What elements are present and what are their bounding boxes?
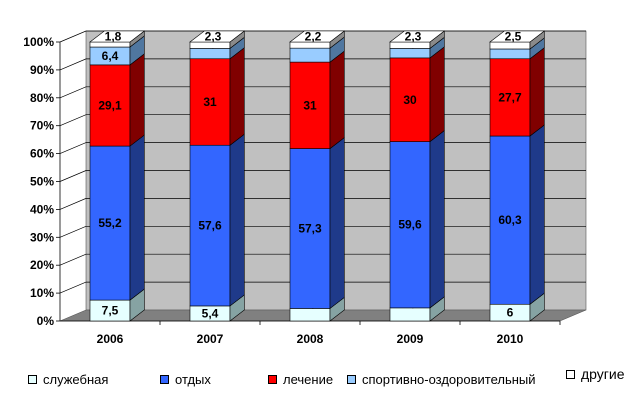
x-tick-label: 2006 — [97, 332, 124, 346]
data-label: 1,8 — [105, 30, 122, 44]
bar-top — [189, 30, 246, 43]
data-label: 7,5 — [102, 304, 119, 318]
data-label: 29,1 — [98, 98, 122, 112]
y-tick-label: 60% — [30, 147, 54, 161]
legend-label: служебная — [43, 372, 109, 387]
bar-segment — [289, 61, 331, 149]
bar-segment-side — [129, 134, 145, 301]
bar-segment — [89, 64, 131, 147]
y-tick-label: 10% — [30, 286, 54, 300]
bar-segment — [189, 144, 231, 307]
data-label: 31 — [203, 95, 217, 109]
y-tick-label: 90% — [30, 63, 54, 77]
bar-segment — [389, 307, 431, 322]
legend-label: другие — [581, 366, 625, 382]
bar-segment — [489, 135, 531, 305]
legend-item: служебная — [28, 372, 108, 387]
data-label: 31 — [303, 98, 317, 112]
legend-swatch — [160, 375, 169, 384]
bar-top — [489, 30, 546, 43]
y-tick-label: 50% — [30, 175, 54, 189]
y-tick-label: 0% — [37, 314, 55, 328]
data-label: 2,5 — [505, 30, 522, 44]
bar-segment-side — [529, 124, 545, 305]
bar-segment-side — [229, 133, 245, 307]
legend-label: спортивно-оздоровительный — [362, 372, 536, 387]
chart-legend: служебная отдых лечение спортивно-оздоровит… — [0, 366, 643, 392]
x-tick-label: 2010 — [497, 332, 524, 346]
y-tick-label: 80% — [30, 91, 54, 105]
bar-segment-side — [529, 47, 545, 137]
x-tick-label: 2009 — [397, 332, 424, 346]
bar-segment — [89, 145, 131, 301]
bar-segment — [189, 48, 231, 60]
x-tick-label: 2007 — [197, 332, 224, 346]
bar-stack-2008: 4,557,33152,2 — [289, 30, 346, 322]
bar-segment — [189, 58, 231, 146]
bar-top — [89, 30, 146, 43]
data-label: 30 — [403, 93, 417, 107]
legend-item: отдых — [160, 372, 211, 387]
bar-stack-2006: 7,5 55,2 29,1 6,4 1,8 — [89, 30, 146, 322]
bar-stack-2009: 4,759,6303,42,3 — [389, 30, 446, 322]
bar-segment — [289, 308, 331, 322]
data-label: 59,6 — [398, 218, 422, 232]
bar-segment-side — [429, 46, 445, 143]
bar-segment — [389, 141, 431, 309]
legend-item: лечение — [268, 372, 333, 387]
y-tick-label: 30% — [30, 230, 54, 244]
bar-segment-side — [329, 136, 345, 310]
legend-swatch — [566, 369, 575, 379]
x-axis-tick-labels: 2006 2007 2008 2009 2010 — [97, 321, 561, 346]
bar-segment-side — [429, 129, 445, 309]
bar-segment — [389, 57, 431, 142]
bar-segment-side — [329, 50, 345, 150]
data-label: 55,2 — [98, 216, 122, 230]
legend-swatch — [28, 375, 37, 384]
data-label: 57,3 — [298, 222, 322, 236]
bar-stack-2010: 660,327,73,52,5 — [489, 30, 546, 322]
bar-stack-2007: 5,457,6313,72,3 — [189, 30, 246, 322]
bar-top — [389, 30, 446, 43]
bar-segment-side — [229, 47, 245, 146]
data-label: 2,3 — [205, 30, 222, 44]
data-label: 6,4 — [102, 49, 119, 63]
y-tick-label: 20% — [30, 258, 54, 272]
y-tick-label: 40% — [30, 202, 54, 216]
legend-item: спортивно-оздоровительный — [347, 372, 536, 387]
data-label: 27,7 — [498, 90, 522, 104]
x-tick-label: 2008 — [297, 332, 324, 346]
data-label: 2,3 — [405, 30, 422, 44]
legend-item: другие — [566, 366, 625, 382]
legend-swatch — [268, 375, 277, 384]
chart-bars: 7,555,229,16,41,85,457,6313,72,34,557,33… — [89, 30, 546, 322]
stacked-bar-chart: 0% 10% 20% 30% 40% 50% 60% 70% 80% 90% 100% 7,5 55,… — [23, 30, 587, 346]
legend-swatch — [347, 375, 356, 384]
data-label: 60,3 — [498, 213, 522, 227]
y-tick-label: 70% — [30, 119, 54, 133]
legend-label: лечение — [283, 372, 334, 387]
bar-segment — [289, 47, 331, 63]
y-axis-tick-labels: 0% 10% 20% 30% 40% 50% 60% 70% 80% 90% 100% — [23, 35, 560, 328]
y-tick-label: 100% — [23, 35, 54, 49]
bar-top — [289, 30, 346, 43]
bar-segment-side — [129, 53, 145, 147]
data-label: 5,4 — [202, 306, 219, 320]
bar-segment — [289, 148, 331, 309]
data-label: 57,6 — [198, 219, 222, 233]
data-label: 2,2 — [305, 30, 322, 44]
data-label: 6 — [507, 306, 514, 320]
legend-label: отдых — [175, 372, 211, 387]
